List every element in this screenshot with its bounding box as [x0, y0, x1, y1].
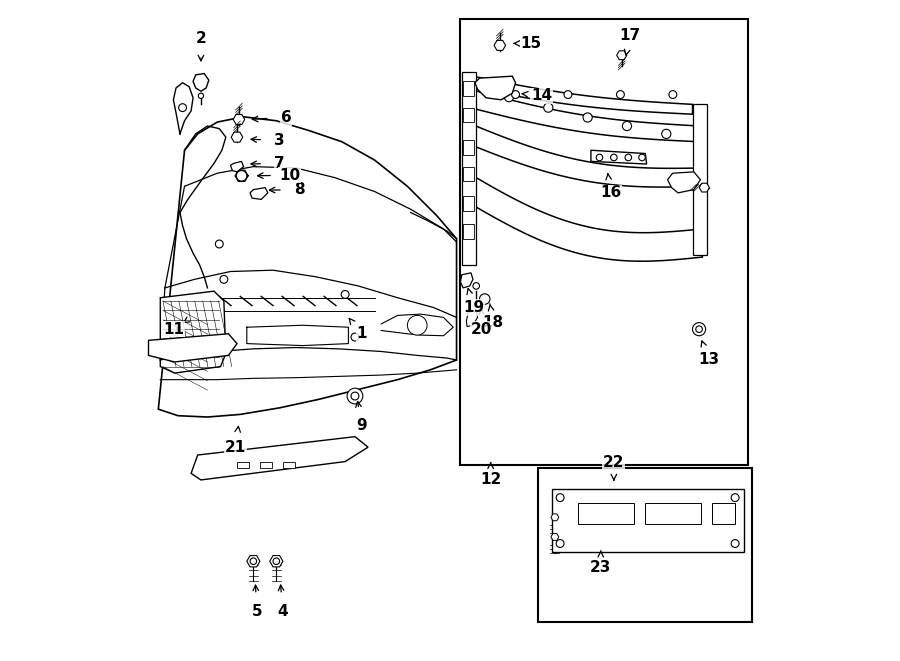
Text: 13: 13	[698, 352, 719, 368]
Circle shape	[511, 91, 519, 98]
Bar	[578, 503, 634, 524]
Text: 7: 7	[274, 156, 285, 171]
Text: 2: 2	[195, 31, 206, 46]
Circle shape	[250, 558, 256, 564]
Text: 15: 15	[521, 36, 542, 51]
Circle shape	[692, 323, 706, 336]
Circle shape	[472, 283, 480, 290]
Text: 20: 20	[471, 322, 492, 336]
Polygon shape	[464, 121, 702, 187]
Text: 8: 8	[294, 182, 304, 197]
Circle shape	[556, 539, 564, 547]
Circle shape	[408, 315, 427, 335]
Text: 22: 22	[603, 455, 625, 471]
Polygon shape	[250, 188, 268, 200]
Circle shape	[731, 539, 739, 547]
Polygon shape	[591, 150, 646, 164]
Circle shape	[625, 154, 632, 161]
Text: 14: 14	[531, 89, 553, 103]
Text: 23: 23	[590, 561, 611, 575]
Polygon shape	[191, 437, 368, 480]
Polygon shape	[230, 161, 244, 172]
Text: 12: 12	[480, 473, 501, 487]
Polygon shape	[466, 75, 692, 114]
Text: 6: 6	[281, 110, 292, 125]
Bar	[464, 140, 473, 155]
Text: 10: 10	[279, 168, 300, 182]
Polygon shape	[158, 117, 456, 417]
Circle shape	[610, 154, 617, 161]
Polygon shape	[668, 172, 700, 193]
Circle shape	[178, 104, 186, 112]
Bar	[645, 503, 701, 524]
Circle shape	[564, 91, 572, 98]
Circle shape	[662, 130, 670, 138]
Text: 16: 16	[600, 185, 621, 200]
Circle shape	[596, 154, 603, 161]
Circle shape	[731, 494, 739, 502]
Polygon shape	[551, 533, 559, 541]
Text: 18: 18	[482, 315, 504, 330]
Bar	[260, 461, 272, 468]
Circle shape	[198, 93, 203, 98]
Text: 4: 4	[277, 603, 288, 619]
Polygon shape	[270, 555, 283, 567]
Bar	[712, 503, 735, 524]
Circle shape	[669, 91, 677, 98]
Bar	[538, 468, 751, 622]
Circle shape	[480, 293, 490, 304]
Circle shape	[351, 333, 359, 341]
Circle shape	[623, 122, 632, 131]
Polygon shape	[552, 489, 743, 552]
Circle shape	[616, 91, 625, 98]
Polygon shape	[616, 51, 626, 59]
Polygon shape	[464, 170, 702, 261]
Circle shape	[237, 171, 247, 181]
Polygon shape	[231, 132, 243, 142]
Bar	[464, 108, 473, 122]
Polygon shape	[194, 73, 209, 91]
Circle shape	[273, 558, 280, 564]
Circle shape	[583, 113, 592, 122]
Bar	[464, 167, 473, 181]
Polygon shape	[692, 104, 706, 255]
Polygon shape	[551, 514, 559, 521]
Circle shape	[504, 93, 514, 102]
Text: 1: 1	[356, 327, 367, 341]
Circle shape	[347, 388, 363, 404]
Text: 5: 5	[251, 603, 262, 619]
Text: 9: 9	[356, 418, 367, 433]
Circle shape	[556, 494, 564, 502]
Polygon shape	[233, 114, 245, 124]
Polygon shape	[475, 76, 516, 100]
Polygon shape	[160, 292, 226, 373]
Polygon shape	[148, 334, 237, 362]
Text: 3: 3	[274, 133, 285, 148]
Circle shape	[696, 326, 702, 332]
Text: 21: 21	[225, 440, 247, 455]
Circle shape	[544, 103, 553, 112]
Polygon shape	[465, 88, 699, 141]
Text: 11: 11	[163, 322, 184, 336]
Polygon shape	[699, 183, 709, 192]
Circle shape	[215, 240, 223, 248]
Polygon shape	[247, 555, 260, 567]
Circle shape	[639, 154, 645, 161]
Circle shape	[351, 392, 359, 400]
Bar	[460, 19, 748, 465]
Polygon shape	[461, 273, 472, 288]
Bar	[464, 224, 473, 239]
Circle shape	[341, 291, 349, 298]
Bar	[464, 81, 473, 96]
Circle shape	[220, 276, 228, 284]
Text: 17: 17	[620, 28, 641, 43]
Polygon shape	[494, 40, 506, 50]
Bar	[283, 461, 294, 468]
Polygon shape	[462, 71, 476, 265]
Bar	[237, 461, 248, 468]
Polygon shape	[466, 311, 478, 327]
Text: 19: 19	[463, 300, 484, 315]
Bar	[464, 196, 473, 211]
